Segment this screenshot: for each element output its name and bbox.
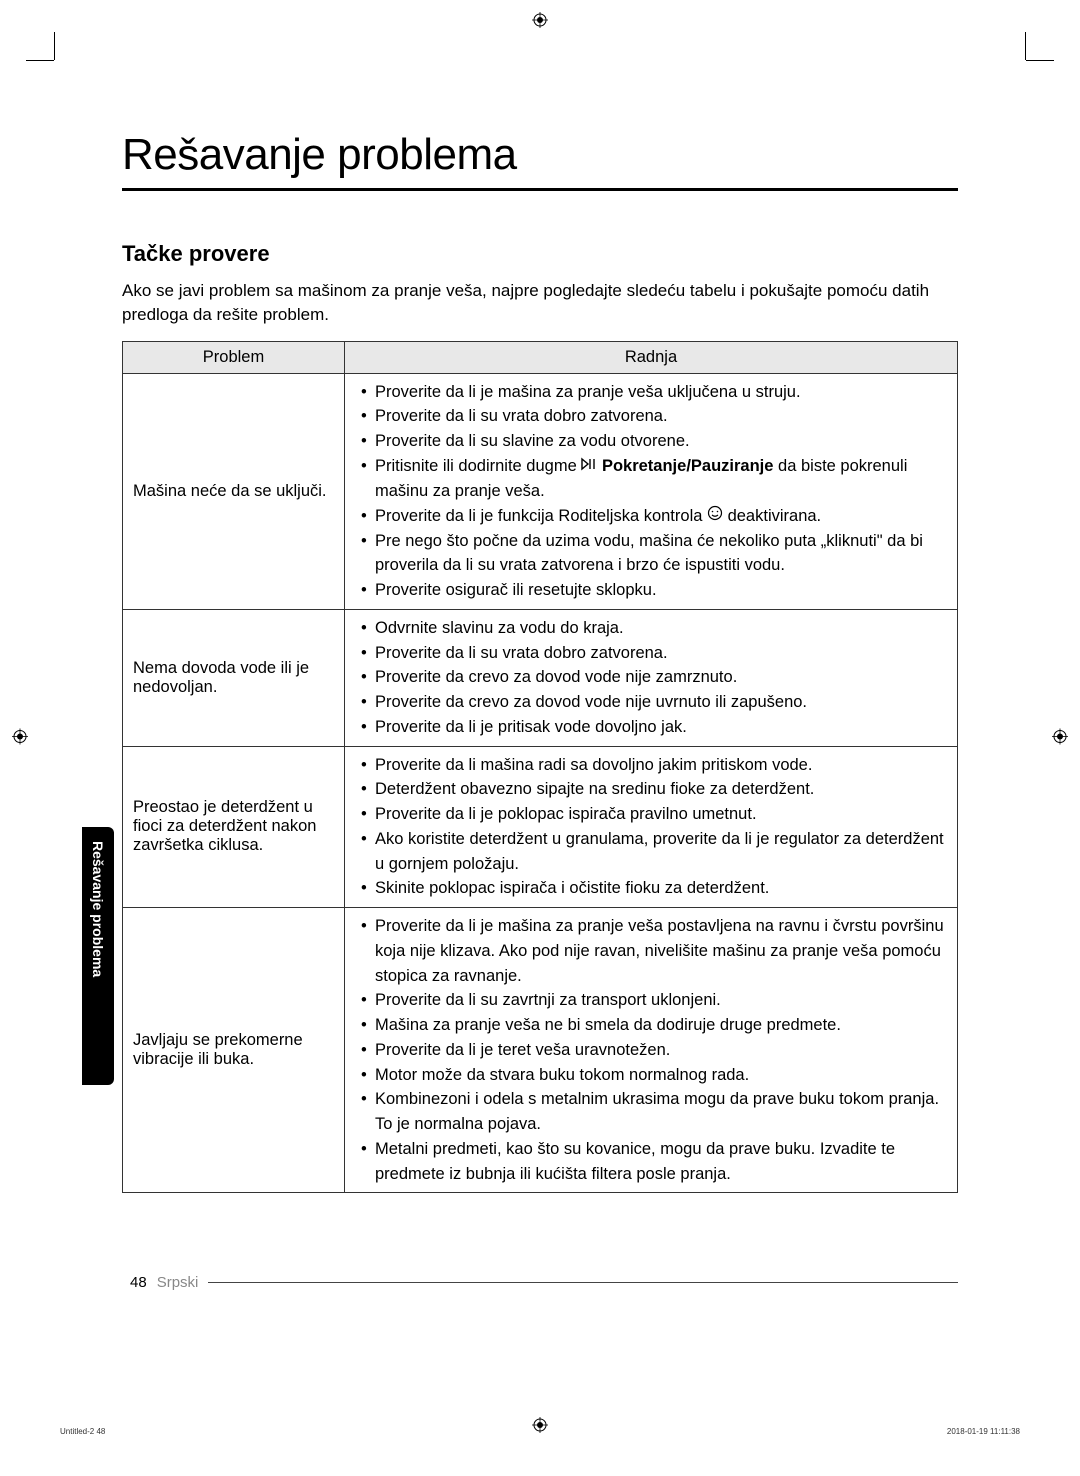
action-list: Odvrnite slavinu za vodu do kraja.Prover… bbox=[355, 616, 947, 740]
action-item: Proverite da li su vrata dobro zatvorena… bbox=[355, 404, 947, 429]
crop-corner-mark bbox=[54, 32, 55, 60]
table-row: Mašina neće da se uključi. Proverite da l… bbox=[123, 373, 958, 609]
action-item: Deterdžent obavezno sipajte na sredinu f… bbox=[355, 777, 947, 802]
action-item: Proverite da li su slavine za vodu otvor… bbox=[355, 429, 947, 454]
problem-cell: Javljaju se prekomerne vibracije ili buk… bbox=[123, 908, 345, 1193]
table-header-problem: Problem bbox=[123, 341, 345, 373]
page-content: Rešavanje problema Tačke provere Ako se … bbox=[0, 0, 1080, 1193]
footer-timestamp: 2018-01-19 11:11:38 bbox=[947, 1427, 1020, 1436]
action-item: Kombinezoni i odela s metalnim ukrasima … bbox=[355, 1087, 947, 1137]
crop-mark-top bbox=[532, 12, 548, 31]
action-cell: Proverite da li mašina radi sa dovoljno … bbox=[345, 746, 958, 908]
action-item: Ako koristite deterdžent u granulama, pr… bbox=[355, 827, 947, 877]
side-tab: Rešavanje problema bbox=[82, 827, 114, 1085]
action-item: Mašina za pranje veša ne bi smela da dod… bbox=[355, 1013, 947, 1038]
problem-cell: Nema dovoda vode ili je nedovoljan. bbox=[123, 609, 345, 746]
crop-corner-mark bbox=[1026, 60, 1054, 61]
action-item: Proverite da li je teret veša uravnoteže… bbox=[355, 1038, 947, 1063]
action-cell: Proverite da li je mašina za pranje veša… bbox=[345, 908, 958, 1193]
action-cell: Proverite da li je mašina za pranje veša… bbox=[345, 373, 958, 609]
action-item: Proverite da li je pritisak vode dovoljn… bbox=[355, 715, 947, 740]
table-row: Nema dovoda vode ili je nedovoljan.Odvrn… bbox=[123, 609, 958, 746]
action-item: Proverite da li je funkcija Roditeljska … bbox=[355, 504, 947, 529]
table-row: Preostao je deterdžent u fioci za deterd… bbox=[123, 746, 958, 908]
action-list: Proverite da li je mašina za pranje veša… bbox=[355, 380, 947, 603]
action-item: Proverite da li su vrata dobro zatvorena… bbox=[355, 641, 947, 666]
action-list: Proverite da li mašina radi sa dovoljno … bbox=[355, 753, 947, 902]
action-item: Proverite da li je mašina za pranje veša… bbox=[355, 380, 947, 405]
intro-text: Ako se javi problem sa mašinom za pranje… bbox=[122, 279, 958, 327]
action-item: Proverite osigurač ili resetujte sklopku… bbox=[355, 578, 947, 603]
table-row: Javljaju se prekomerne vibracije ili buk… bbox=[123, 908, 958, 1193]
footer-file-info: Untitled-2 48 bbox=[60, 1427, 105, 1436]
crop-mark-left bbox=[12, 729, 28, 748]
section-heading: Tačke provere bbox=[122, 241, 958, 267]
footer-divider bbox=[208, 1282, 958, 1283]
action-list: Proverite da li je mašina za pranje veša… bbox=[355, 914, 947, 1186]
page-number: 48 bbox=[130, 1274, 147, 1291]
action-item: Odvrnite slavinu za vodu do kraja. bbox=[355, 616, 947, 641]
action-item: Motor može da stvara buku tokom normalno… bbox=[355, 1063, 947, 1088]
crop-mark-right bbox=[1052, 729, 1068, 748]
problem-cell: Mašina neće da se uključi. bbox=[123, 373, 345, 609]
child-lock-icon bbox=[707, 504, 723, 529]
crop-corner-mark bbox=[26, 60, 54, 61]
action-item: Proverite da li su zavrtnji za transport… bbox=[355, 988, 947, 1013]
title-divider bbox=[122, 188, 958, 191]
page-title: Rešavanje problema bbox=[122, 130, 958, 180]
action-cell: Odvrnite slavinu za vodu do kraja.Prover… bbox=[345, 609, 958, 746]
action-item: Proverite da crevo za dovod vode nije uv… bbox=[355, 690, 947, 715]
footer-language: Srpski bbox=[157, 1274, 199, 1291]
crop-corner-mark bbox=[1025, 32, 1026, 60]
footer-bottom-meta: Untitled-2 48 2018-01-19 11:11:38 bbox=[60, 1427, 1020, 1436]
play-pause-icon bbox=[581, 454, 597, 479]
problem-cell: Preostao je deterdžent u fioci za deterd… bbox=[123, 746, 345, 908]
action-item: Metalni predmeti, kao što su kovanice, m… bbox=[355, 1137, 947, 1187]
action-item: Proverite da li je poklopac ispirača pra… bbox=[355, 802, 947, 827]
troubleshoot-table: Problem Radnja Mašina neće da se uključi… bbox=[122, 341, 958, 1194]
table-header-action: Radnja bbox=[345, 341, 958, 373]
action-item: Proverite da crevo za dovod vode nije za… bbox=[355, 665, 947, 690]
action-item: Pre nego što počne da uzima vodu, mašina… bbox=[355, 529, 947, 579]
side-tab-label: Rešavanje problema bbox=[90, 841, 106, 977]
action-item: Proverite da li je mašina za pranje veša… bbox=[355, 914, 947, 988]
action-item: Pritisnite ili dodirnite dugme Pokretanj… bbox=[355, 454, 947, 504]
page-footer: 48 Srpski bbox=[122, 1274, 958, 1291]
action-item: Skinite poklopac ispirača i očistite fio… bbox=[355, 876, 947, 901]
action-item: Proverite da li mašina radi sa dovoljno … bbox=[355, 753, 947, 778]
